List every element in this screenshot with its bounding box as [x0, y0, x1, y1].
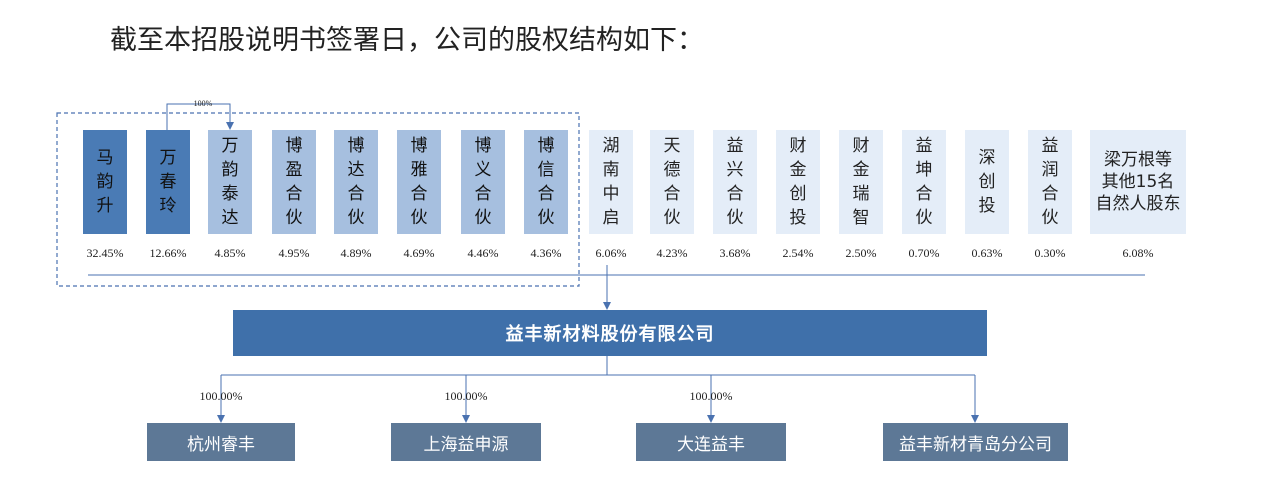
intro-text: 截至本招股说明书签署日，公司的股权结构如下： — [110, 25, 704, 56]
shareholder-name: 财金创投 — [789, 136, 807, 228]
shareholder-name: 万春玲 — [159, 148, 177, 216]
shareholder-box: 博义合伙 — [461, 130, 505, 234]
subsidiary-pct: 100.00% — [444, 389, 488, 403]
shareholder-name: 博雅合伙 — [410, 136, 428, 228]
shareholder-name: 博盈合伙 — [285, 136, 303, 228]
shareholder-name: 梁万根等 其他15名 自然人股东 — [1095, 150, 1181, 214]
subsidiary-box: 益丰新材青岛分公司 — [883, 423, 1068, 461]
shareholder-box: 财金创投 — [776, 130, 820, 234]
shareholder-box: 万韵泰达 — [208, 130, 252, 234]
shareholder-box: 博雅合伙 — [397, 130, 441, 234]
shareholder-pct: 0.30% — [1034, 246, 1066, 260]
group-dashed-box — [56, 112, 580, 287]
shareholder-pct: 4.89% — [340, 246, 372, 260]
shareholder-box: 益兴合伙 — [713, 130, 757, 234]
shareholder-box: 博达合伙 — [334, 130, 378, 234]
subsidiary-box: 上海益申源 — [391, 423, 541, 461]
shareholder-pct: 2.50% — [845, 246, 877, 260]
shareholder-pct: 32.45% — [86, 246, 124, 260]
shareholder-pct: 4.23% — [656, 246, 688, 260]
shareholder-box: 益润合伙 — [1028, 130, 1072, 234]
shareholder-pct: 0.70% — [908, 246, 940, 260]
shareholder-name: 深创投 — [978, 148, 996, 216]
shareholder-box: 深创投 — [965, 130, 1009, 234]
shareholder-pct: 4.95% — [278, 246, 310, 260]
shareholder-pct: 6.08% — [1122, 246, 1154, 260]
shareholder-name: 天德合伙 — [663, 136, 681, 228]
shareholder-pct: 2.54% — [782, 246, 814, 260]
shareholder-box: 财金瑞智 — [839, 130, 883, 234]
shareholder-name: 财金瑞智 — [852, 136, 870, 228]
shareholder-name: 马韵升 — [96, 148, 114, 216]
shareholder-box: 益坤合伙 — [902, 130, 946, 234]
shareholder-box: 万春玲 — [146, 130, 190, 234]
shareholder-box: 湖南中启 — [589, 130, 633, 234]
shareholder-name: 益坤合伙 — [915, 136, 933, 228]
shareholder-pct: 0.63% — [971, 246, 1003, 260]
shareholder-box: 天德合伙 — [650, 130, 694, 234]
subsidiary-pct: 100.00% — [689, 389, 733, 403]
shareholder-pct: 12.66% — [149, 246, 187, 260]
subsidiary-pct: 100.00% — [199, 389, 243, 403]
shareholder-pct: 4.69% — [403, 246, 435, 260]
shareholder-name: 博信合伙 — [537, 136, 555, 228]
shareholder-box: 博信合伙 — [524, 130, 568, 234]
shareholder-box: 马韵升 — [83, 130, 127, 234]
shareholder-pct: 4.85% — [214, 246, 246, 260]
shareholder-name: 湖南中启 — [602, 136, 620, 228]
shareholder-name: 益润合伙 — [1041, 136, 1059, 228]
wan-to-tai-arrow — [166, 103, 234, 130]
shareholder-box: 博盈合伙 — [272, 130, 316, 234]
shareholder-pct: 4.46% — [467, 246, 499, 260]
shareholder-pct: 6.06% — [595, 246, 627, 260]
subsidiary-box: 杭州睿丰 — [147, 423, 295, 461]
shareholder-pct: 4.36% — [530, 246, 562, 260]
shareholder-name: 博达合伙 — [347, 136, 365, 228]
shareholder-name: 万韵泰达 — [221, 136, 239, 228]
shareholder-pct: 3.68% — [719, 246, 751, 260]
shareholder-name: 博义合伙 — [474, 136, 492, 228]
shareholder-box: 梁万根等 其他15名 自然人股东 — [1090, 130, 1186, 234]
shareholder-name: 益兴合伙 — [726, 136, 744, 228]
wan-to-tai-pct: 100% — [193, 99, 213, 108]
company-box: 益丰新材料股份有限公司 — [233, 310, 987, 356]
subsidiary-box: 大连益丰 — [636, 423, 786, 461]
